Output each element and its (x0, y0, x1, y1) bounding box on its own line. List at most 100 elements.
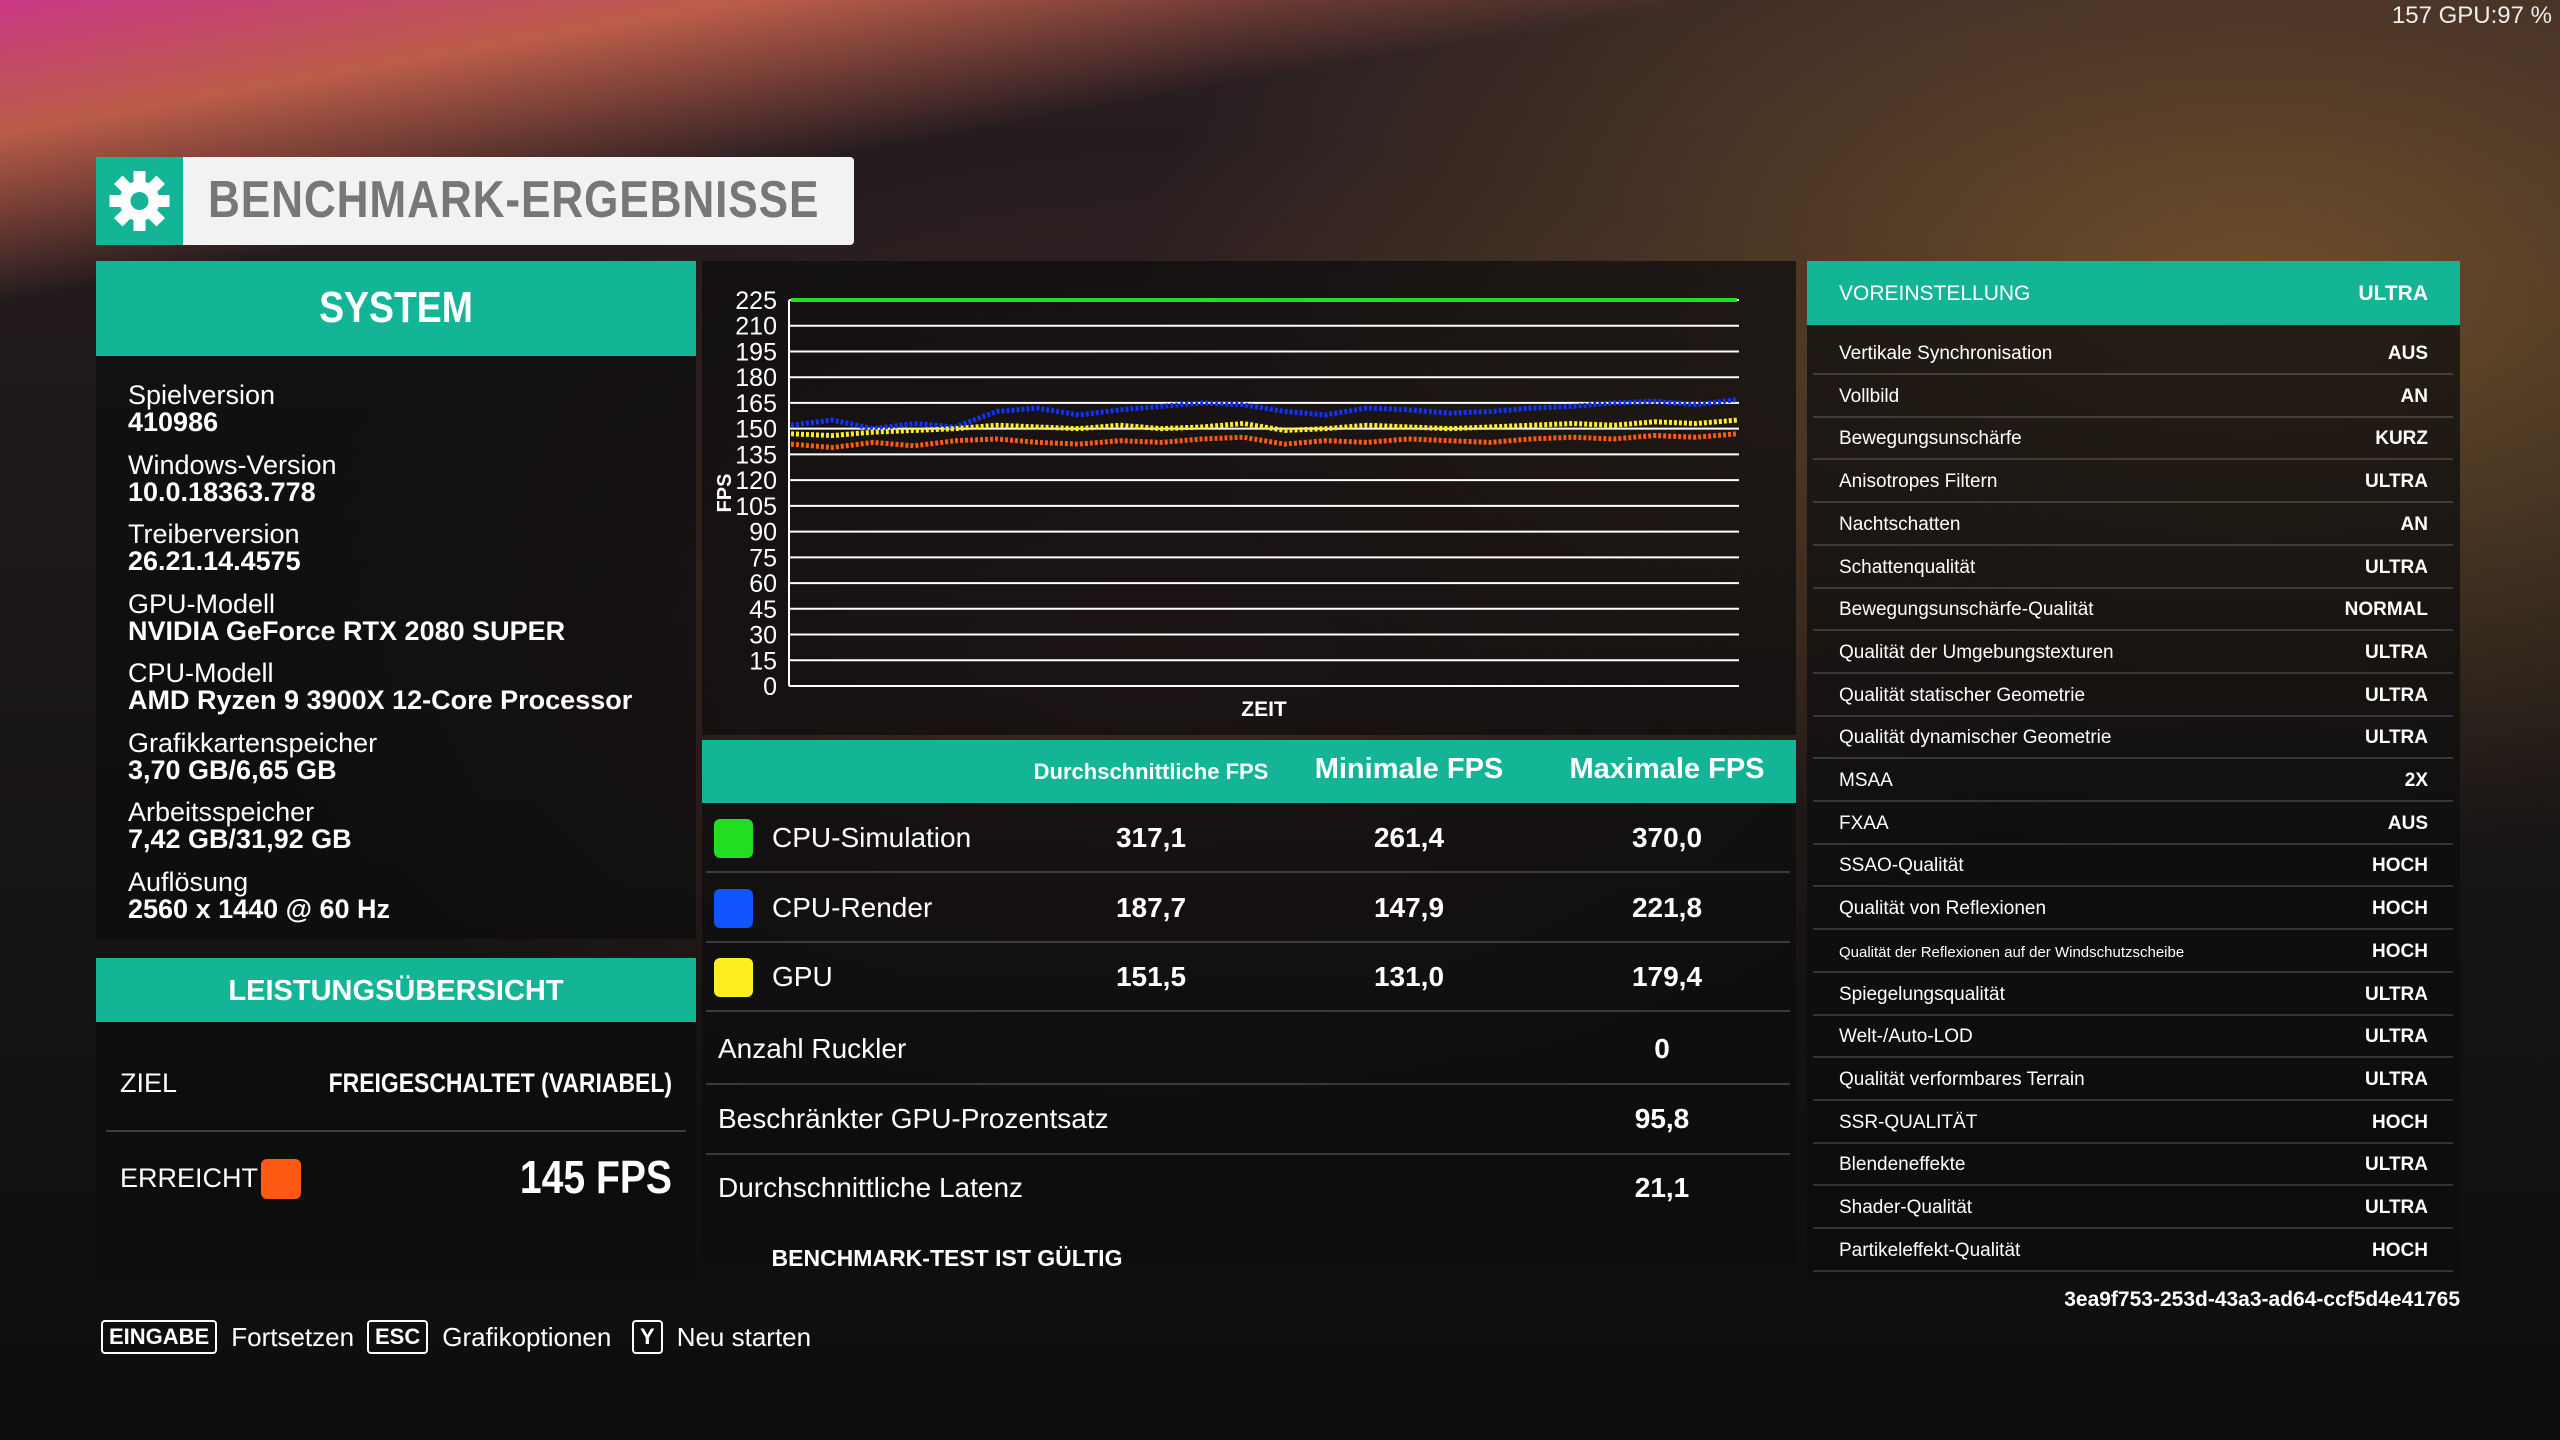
system-value: 10.0.18363.778 (128, 476, 316, 507)
row-value: 131,0 (1373, 961, 1445, 992)
setting-value: AN (2400, 513, 2428, 535)
system-label: Auflösung (128, 866, 249, 897)
setting-label: Qualität dynamischer Geometrie (1839, 727, 2112, 749)
system-label: CPU-Modell (128, 658, 274, 688)
column-header: Maximale FPS (1569, 753, 1765, 785)
system-header: SYSTEM (96, 261, 696, 356)
setting-label: Qualität statischer Geometrie (1839, 684, 2086, 706)
key-cap: EINGABE (101, 1320, 218, 1354)
y-tick-label: 120 (735, 467, 777, 495)
settings-panel (1807, 261, 2460, 1281)
gear-box (96, 157, 183, 245)
gear-icon (109, 171, 170, 231)
row-value: 221,8 (1631, 891, 1703, 923)
footer-button[interactable]: ESC Grafikoptionen (367, 1320, 611, 1354)
setting-value: NORMAL (2344, 599, 2428, 621)
y-tick-label: 15 (749, 647, 777, 675)
setting-label: SSAO-Qualität (1839, 855, 1964, 877)
stat-divider (706, 1083, 1790, 1085)
setting-label: Vollbild (1839, 385, 1900, 407)
setting-value: ULTRA (2358, 282, 2428, 305)
setting-value: ULTRA (2365, 1068, 2428, 1090)
system-label: Arbeitsspeicher (128, 797, 315, 827)
setting-label: Qualität verformbares Terrain (1839, 1068, 2085, 1090)
setting-label: Anisotropes Filtern (1839, 471, 1998, 493)
setting-value: HOCH (2372, 855, 2428, 877)
setting-value: ULTRA (2365, 727, 2428, 749)
series-line (790, 417, 1738, 439)
system-value: NVIDIA GeForce RTX 2080 SUPER (128, 615, 566, 646)
setting-divider (1813, 501, 2453, 504)
column-header: Durchschnittliche FPS (1033, 759, 1269, 784)
validity: BENCHMARK-TEST IST GÜLTIG (771, 1245, 1123, 1271)
benchmark-id: 3ea9f753-253d-43a3-ad64-ccf5d4e41765 (2064, 1288, 2460, 1311)
setting-divider (1813, 928, 2453, 931)
setting-value: HOCH (2372, 1239, 2428, 1261)
y-tick-label: 105 (735, 493, 777, 521)
setting-divider (1813, 714, 2453, 717)
setting-divider (1813, 586, 2453, 589)
row-swatch (714, 819, 753, 858)
row-value: 147,9 (1373, 891, 1445, 923)
setting-divider (1813, 885, 2453, 888)
footer-button[interactable]: EINGABE Fortsetzen (101, 1320, 354, 1354)
row-value: 151,5 (1115, 961, 1187, 992)
setting-value: AUS (2387, 812, 2428, 834)
row-swatch (714, 888, 753, 928)
button-label: Neu starten (676, 1321, 812, 1352)
stat-label: Beschränkter GPU-Prozentsatz (718, 1102, 1109, 1134)
row-value: 187,7 (1115, 891, 1187, 923)
header-bar (96, 157, 854, 245)
setting-label: MSAA (1839, 770, 1893, 791)
setting-label: Partikeleffekt-Qualität (1839, 1239, 2021, 1261)
row-name: CPU-Simulation (772, 822, 972, 853)
y-tick-label: 180 (735, 364, 777, 392)
target-value: FREIGESCHALTET (VARIABEL) (328, 1068, 672, 1098)
stat-value: 95,8 (1634, 1102, 1690, 1134)
setting-value: 2X (2404, 770, 2428, 791)
system-panel (96, 261, 696, 939)
setting-value: HOCH (2372, 898, 2428, 920)
setting-divider (1813, 1269, 2453, 1272)
setting-value: ULTRA (2365, 556, 2428, 578)
setting-label: FXAA (1839, 812, 1889, 834)
setting-value: HOCH (2372, 940, 2428, 962)
system-value: AMD Ryzen 9 3900X 12-Core Processor (128, 685, 633, 715)
setting-value: ULTRA (2365, 983, 2428, 1005)
setting-value: ULTRA (2365, 1026, 2428, 1048)
setting-label: Qualität der Umgebungstexturen (1839, 641, 2114, 663)
settings-header: VOREINSTELLUNG ULTRA (1807, 261, 2460, 325)
setting-value: ULTRA (2365, 1154, 2428, 1176)
chart-panel (702, 261, 1796, 735)
row-swatch (714, 958, 753, 997)
key-cap: ESC (367, 1320, 429, 1354)
setting-value: ULTRA (2365, 1197, 2428, 1218)
column-header: Minimale FPS (1314, 753, 1504, 785)
setting-divider (1813, 671, 2453, 674)
setting-value: AUS (2387, 343, 2428, 364)
setting-divider (1813, 1227, 2453, 1229)
y-tick-label: 195 (735, 338, 777, 366)
y-tick-label: 210 (735, 313, 777, 341)
achieved-label: ERREICHT (120, 1163, 259, 1193)
setting-divider (1813, 415, 2453, 418)
performance-header: LEISTUNGSÜBERSICHT (96, 958, 696, 1022)
setting-label: Spiegelungsqualität (1839, 983, 2005, 1005)
system-value: 26.21.14.4575 (128, 546, 301, 576)
target-label: ZIEL (120, 1068, 178, 1098)
setting-value: ULTRA (2365, 684, 2428, 706)
setting-divider (1813, 458, 2453, 461)
row-value: 179,4 (1631, 961, 1703, 992)
footer-button[interactable]: Y Neu starten (632, 1320, 811, 1354)
button-label: Grafikoptionen (442, 1321, 612, 1352)
y-tick-label: 0 (763, 673, 777, 701)
system-label: Windows-Version (128, 449, 337, 480)
setting-divider (1813, 1056, 2453, 1059)
setting-divider (1813, 1184, 2453, 1187)
achieved-value: 145 FPS (519, 1151, 672, 1203)
button-label: Fortsetzen (231, 1321, 355, 1352)
y-tick-label: 165 (735, 390, 777, 418)
fps-chart: 0153045607590105120135150165180195210225… (714, 287, 1739, 721)
series-line (790, 397, 1738, 432)
key-cap: Y (632, 1320, 663, 1354)
